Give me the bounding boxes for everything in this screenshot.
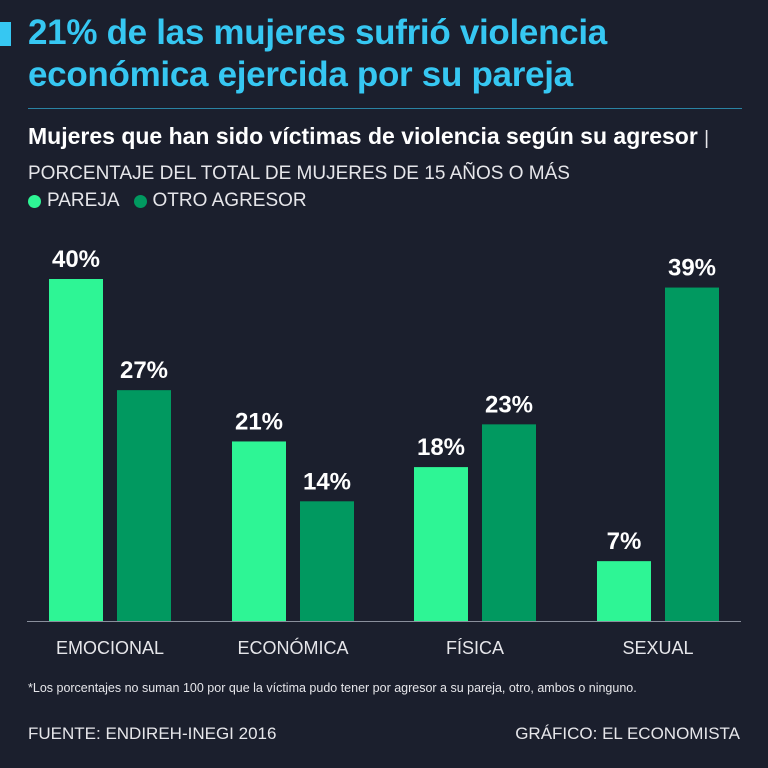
footnote: *Los porcentajes no suman 100 por que la… bbox=[28, 681, 637, 695]
data-label-otro-agresor-emocional: 27% bbox=[120, 357, 168, 384]
bar-otro-agresor-sexual bbox=[665, 287, 719, 621]
subtitle-light: | PORCENTAJE DEL TOTAL DE MUJERES DE 15 … bbox=[28, 128, 710, 184]
data-label-otro-agresor-economica: 14% bbox=[303, 468, 351, 495]
legend-item-pareja: PAREJA bbox=[28, 190, 120, 212]
bar-otro-agresor-emocional bbox=[117, 390, 171, 621]
legend-dot-pareja bbox=[28, 194, 41, 208]
bar-pareja-emocional bbox=[49, 279, 103, 621]
data-label-otro-agresor-sexual: 39% bbox=[668, 255, 716, 282]
legend-label-otro-agresor: OTRO AGRESOR bbox=[152, 190, 307, 211]
subtitle-bold: Mujeres que han sido víctimas de violenc… bbox=[28, 123, 698, 149]
bar-pareja-economica bbox=[232, 441, 286, 621]
category-label-sexual: SEXUAL bbox=[622, 638, 693, 658]
bar-pareja-sexual bbox=[597, 561, 651, 621]
legend: PAREJA OTRO AGRESOR bbox=[28, 189, 321, 213]
category-label-fisica: FÍSICA bbox=[446, 638, 504, 658]
title-divider bbox=[28, 108, 742, 109]
legend-item-otro-agresor: OTRO AGRESOR bbox=[133, 190, 307, 212]
title-accent-bar bbox=[0, 22, 11, 46]
category-label-economica: ECONÓMICA bbox=[237, 637, 348, 658]
data-label-pareja-economica: 21% bbox=[235, 408, 283, 435]
legend-dot-otro-agresor bbox=[133, 194, 147, 208]
data-label-otro-agresor-fisica: 23% bbox=[485, 391, 533, 418]
bar-otro-agresor-fisica bbox=[482, 424, 536, 621]
credit: GRÁFICO: EL ECONOMISTA bbox=[515, 724, 740, 743]
headline: 21% de las mujeres sufrió violencia econ… bbox=[28, 13, 607, 94]
bar-otro-agresor-economica bbox=[300, 501, 354, 621]
data-label-pareja-sexual: 7% bbox=[607, 528, 642, 555]
legend-label-pareja: PAREJA bbox=[47, 190, 120, 211]
category-label-emocional: EMOCIONAL bbox=[56, 638, 164, 658]
source: FUENTE: ENDIREH-INEGI 2016 bbox=[28, 724, 277, 743]
data-label-pareja-fisica: 18% bbox=[417, 434, 465, 461]
data-label-pareja-emocional: 40% bbox=[52, 246, 100, 273]
chart-subtitle: Mujeres que han sido víctimas de violenc… bbox=[28, 120, 748, 190]
bar-pareja-fisica bbox=[414, 467, 468, 621]
